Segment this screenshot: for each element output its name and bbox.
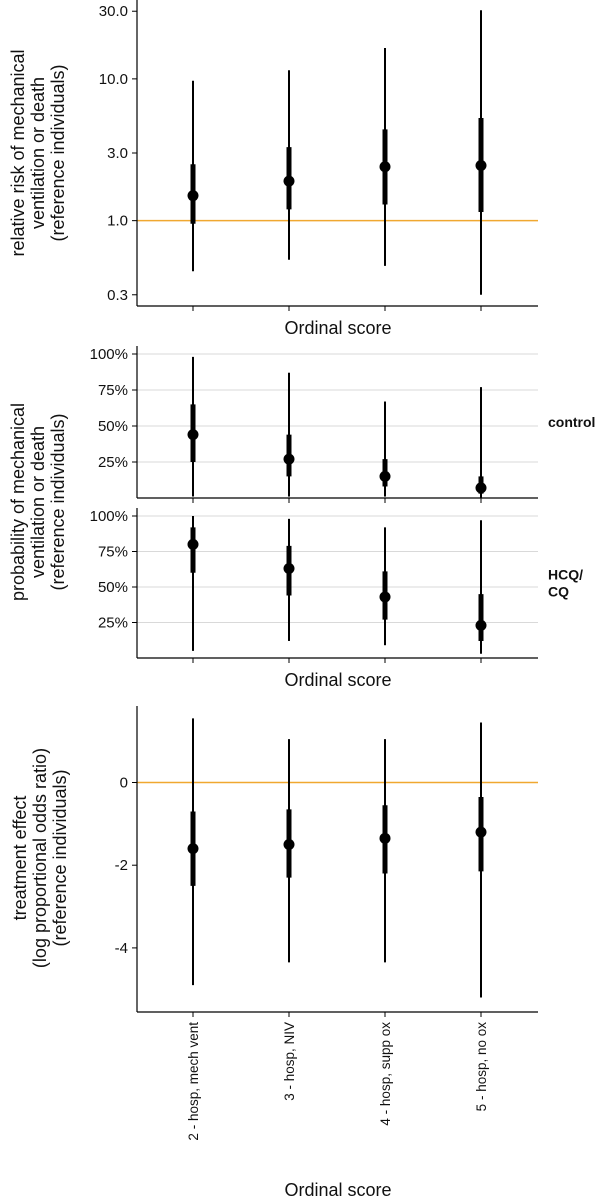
te-ytick-label: 0 (120, 775, 128, 792)
prob-ylabel-line: probability of mechanical (8, 403, 28, 601)
prob-hcq-ytick-label: 50% (98, 579, 128, 596)
te-ytick-label: -2 (115, 857, 128, 874)
prob-hcq-point-estimate (379, 591, 391, 603)
prob-hcq-facet-label: HCQ/ (548, 567, 583, 583)
rr-ylabel-line: ventilation or death (28, 77, 48, 229)
te-category-label: 4 - hosp, supp ox (378, 1022, 393, 1126)
prob-hcq-ytick-label: 25% (98, 615, 128, 632)
te-category-label: 3 - hosp, NIV (282, 1022, 297, 1101)
te-point-estimate (379, 832, 391, 844)
prob-ylabel-line: (reference individuals) (48, 413, 68, 590)
te-point-estimate (283, 839, 295, 851)
prob-hcq-facet-label: CQ (548, 584, 569, 600)
te-point-estimate (475, 826, 487, 838)
prob-control-ytick-label: 25% (98, 454, 128, 471)
prob-control-point-estimate (283, 453, 295, 465)
rr-point-estimate (475, 159, 487, 171)
prob-control-point-estimate (475, 482, 487, 494)
prob-ylabel-line: ventilation or death (28, 426, 48, 578)
rr-point-estimate (379, 161, 391, 173)
rr-point-estimate (187, 190, 199, 202)
te-ylabel-line: (reference individuals) (50, 769, 70, 946)
prob-hcq-ytick-label: 75% (98, 544, 128, 561)
prob-control-point-estimate (187, 429, 199, 441)
prob-x-axis-title: Ordinal score (284, 670, 391, 690)
te-ylabel-line: (log proportional odds ratio) (30, 748, 50, 968)
rr-ytick-label: 10.0 (99, 71, 128, 88)
prob-control-ytick-label: 50% (98, 418, 128, 435)
prob-control-ytick-label: 100% (90, 346, 128, 363)
rr-x-axis-title: Ordinal score (284, 318, 391, 338)
prob-control-facet-label: control (548, 414, 595, 430)
prob-hcq-point-estimate (475, 619, 487, 631)
rr-point-estimate (283, 175, 295, 187)
prob-hcq-point-estimate (283, 563, 295, 575)
rr-ylabel-line: (reference individuals) (48, 64, 68, 241)
te-category-label: 2 - hosp, mech vent (186, 1022, 201, 1141)
prob-hcq-ytick-label: 100% (90, 508, 128, 525)
te-point-estimate (187, 843, 199, 855)
te-ylabel-line: treatment effect (10, 796, 30, 921)
rr-ytick-label: 0.3 (107, 287, 128, 304)
prob-control-ytick-label: 75% (98, 382, 128, 399)
te-category-label: 5 - hosp, no ox (474, 1022, 489, 1112)
prob-control-point-estimate (379, 470, 391, 482)
prob-hcq-point-estimate (187, 538, 199, 550)
rr-ytick-label: 3.0 (107, 145, 128, 162)
rr-ylabel-line: relative risk of mechanical (8, 49, 28, 256)
te-x-axis-title: Ordinal score (284, 1180, 391, 1200)
te-ytick-label: -4 (115, 940, 128, 957)
rr-ytick-label: 30.0 (99, 3, 128, 20)
rr-ytick-label: 1.0 (107, 213, 128, 230)
